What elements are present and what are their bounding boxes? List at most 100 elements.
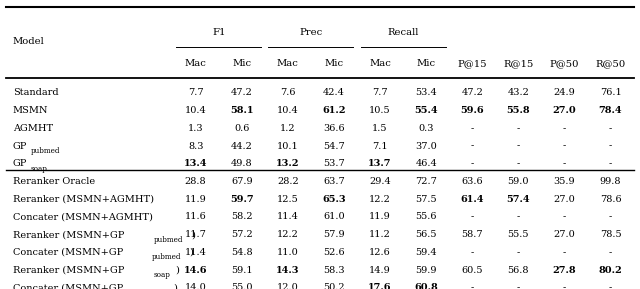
- Text: 13.4: 13.4: [184, 159, 207, 168]
- Text: GP: GP: [13, 159, 27, 168]
- Text: MSMN: MSMN: [13, 106, 48, 115]
- Text: -: -: [609, 248, 612, 257]
- Text: Mac: Mac: [185, 59, 207, 68]
- Text: 29.4: 29.4: [369, 177, 391, 186]
- Text: -: -: [516, 283, 520, 289]
- Text: -: -: [516, 248, 520, 257]
- Text: 47.2: 47.2: [231, 88, 253, 97]
- Text: pubmed: pubmed: [154, 236, 183, 244]
- Text: 78.4: 78.4: [599, 106, 622, 115]
- Text: 1.3: 1.3: [188, 124, 204, 133]
- Text: 14.6: 14.6: [184, 266, 207, 275]
- Text: 60.5: 60.5: [461, 266, 483, 275]
- Text: 11.9: 11.9: [185, 195, 207, 204]
- Text: 27.0: 27.0: [552, 106, 577, 115]
- Text: 10.1: 10.1: [277, 142, 299, 151]
- Text: 12.0: 12.0: [277, 283, 299, 289]
- Text: 11.0: 11.0: [277, 248, 299, 257]
- Text: 55.6: 55.6: [415, 212, 437, 221]
- Text: 61.0: 61.0: [323, 212, 345, 221]
- Text: -: -: [563, 159, 566, 168]
- Text: 12.6: 12.6: [369, 248, 391, 257]
- Text: -: -: [470, 124, 474, 133]
- Text: Concater (MSMN+GP: Concater (MSMN+GP: [13, 248, 123, 257]
- Text: 78.5: 78.5: [600, 230, 621, 239]
- Text: 43.2: 43.2: [508, 88, 529, 97]
- Text: 35.9: 35.9: [554, 177, 575, 186]
- Text: -: -: [470, 212, 474, 221]
- Text: 55.5: 55.5: [508, 230, 529, 239]
- Text: P@15: P@15: [458, 59, 487, 68]
- Text: -: -: [516, 159, 520, 168]
- Text: 59.9: 59.9: [415, 266, 437, 275]
- Text: -: -: [563, 212, 566, 221]
- Text: -: -: [609, 212, 612, 221]
- Text: 58.1: 58.1: [230, 106, 253, 115]
- Text: 27.0: 27.0: [554, 195, 575, 204]
- Text: Concater (MSMN+AGMHT): Concater (MSMN+AGMHT): [13, 212, 152, 221]
- Text: Mic: Mic: [232, 59, 252, 68]
- Text: 65.3: 65.3: [322, 195, 346, 204]
- Text: 57.4: 57.4: [506, 195, 530, 204]
- Text: -: -: [470, 283, 474, 289]
- Text: 54.7: 54.7: [323, 142, 345, 151]
- Text: 1.2: 1.2: [280, 124, 296, 133]
- Text: 55.8: 55.8: [506, 106, 530, 115]
- Text: Reranker (MSMN+GP: Reranker (MSMN+GP: [13, 266, 124, 275]
- Text: 59.7: 59.7: [230, 195, 253, 204]
- Text: 59.6: 59.6: [460, 106, 484, 115]
- Text: ): ): [191, 230, 195, 239]
- Text: Mic: Mic: [417, 59, 436, 68]
- Text: pubmed: pubmed: [31, 147, 60, 155]
- Text: Reranker Oracle: Reranker Oracle: [13, 177, 95, 186]
- Text: Mic: Mic: [324, 59, 344, 68]
- Text: 37.0: 37.0: [415, 142, 437, 151]
- Text: -: -: [516, 124, 520, 133]
- Text: 56.8: 56.8: [508, 266, 529, 275]
- Text: 59.0: 59.0: [508, 177, 529, 186]
- Text: -: -: [609, 283, 612, 289]
- Text: 1.5: 1.5: [372, 124, 388, 133]
- Text: 58.2: 58.2: [231, 212, 253, 221]
- Text: 78.6: 78.6: [600, 195, 621, 204]
- Text: 99.8: 99.8: [600, 177, 621, 186]
- Text: 13.7: 13.7: [368, 159, 392, 168]
- Text: 7.7: 7.7: [188, 88, 204, 97]
- Text: 63.7: 63.7: [323, 177, 345, 186]
- Text: 10.4: 10.4: [185, 106, 207, 115]
- Text: 14.3: 14.3: [276, 266, 300, 275]
- Text: Model: Model: [13, 37, 44, 46]
- Text: ): ): [175, 266, 179, 275]
- Text: 76.1: 76.1: [600, 88, 621, 97]
- Text: F1: F1: [212, 28, 225, 37]
- Text: ): ): [173, 283, 177, 289]
- Text: pubmed: pubmed: [152, 253, 182, 261]
- Text: P@50: P@50: [550, 59, 579, 68]
- Text: 27.0: 27.0: [554, 230, 575, 239]
- Text: -: -: [470, 142, 474, 151]
- Text: 7.7: 7.7: [372, 88, 388, 97]
- Text: Mac: Mac: [369, 59, 391, 68]
- Text: 27.8: 27.8: [552, 266, 576, 275]
- Text: 28.8: 28.8: [185, 177, 207, 186]
- Text: 72.7: 72.7: [415, 177, 437, 186]
- Text: 55.4: 55.4: [414, 106, 438, 115]
- Text: -: -: [563, 124, 566, 133]
- Text: 13.2: 13.2: [276, 159, 300, 168]
- Text: 47.2: 47.2: [461, 88, 483, 97]
- Text: 80.2: 80.2: [598, 266, 623, 275]
- Text: 54.8: 54.8: [231, 248, 253, 257]
- Text: 12.2: 12.2: [369, 195, 391, 204]
- Text: 58.3: 58.3: [323, 266, 345, 275]
- Text: R@50: R@50: [595, 59, 626, 68]
- Text: soap: soap: [154, 271, 170, 279]
- Text: -: -: [563, 248, 566, 257]
- Text: GP: GP: [13, 142, 27, 151]
- Text: 58.7: 58.7: [461, 230, 483, 239]
- Text: 55.0: 55.0: [231, 283, 253, 289]
- Text: 50.2: 50.2: [323, 283, 345, 289]
- Text: Concater (MSMN+GP: Concater (MSMN+GP: [13, 283, 123, 289]
- Text: 61.2: 61.2: [322, 106, 346, 115]
- Text: 11.4: 11.4: [185, 248, 207, 257]
- Text: 46.4: 46.4: [415, 159, 437, 168]
